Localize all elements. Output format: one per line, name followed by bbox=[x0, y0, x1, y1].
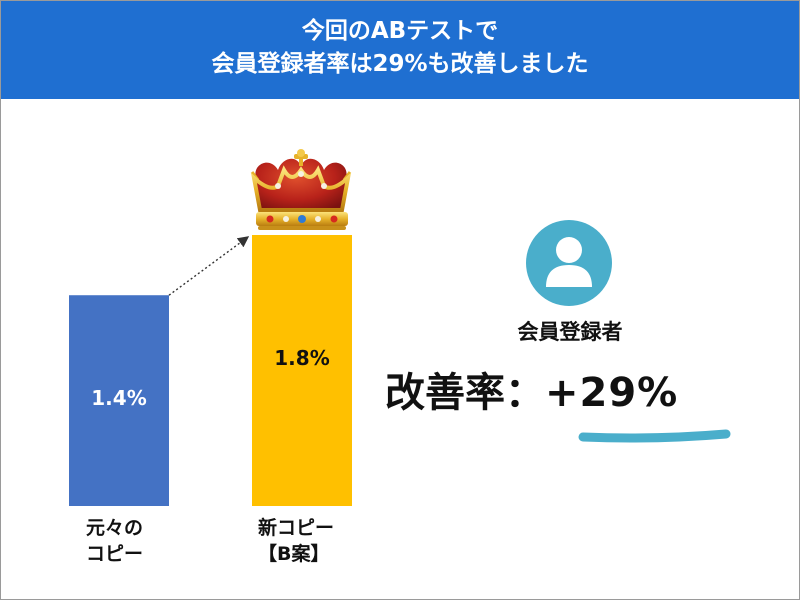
improvement-rate: 改善率：+29% bbox=[385, 360, 765, 418]
crown-icon bbox=[252, 149, 350, 230]
bar-2 bbox=[252, 235, 352, 506]
category-label-original: 元々の コピー bbox=[86, 515, 143, 567]
metric-underline bbox=[583, 434, 726, 438]
improvement-rate-value: +29% bbox=[545, 370, 678, 416]
metric-title: 会員登録者 bbox=[475, 316, 665, 346]
category-label-original-line-1: 元々の bbox=[86, 515, 143, 541]
category-label-new-line-2: 【B案】 bbox=[258, 541, 334, 567]
bar-value-label-2: 1.8% bbox=[274, 346, 329, 370]
trend-arrow bbox=[169, 237, 248, 295]
category-label-original-line-2: コピー bbox=[86, 541, 143, 567]
bar-value-label-1: 1.4% bbox=[91, 386, 146, 410]
improvement-rate-label: 改善率： bbox=[385, 370, 545, 416]
category-label-new-line-1: 新コピー bbox=[258, 515, 334, 541]
user-icon bbox=[526, 220, 612, 306]
category-label-new: 新コピー 【B案】 bbox=[258, 515, 334, 567]
